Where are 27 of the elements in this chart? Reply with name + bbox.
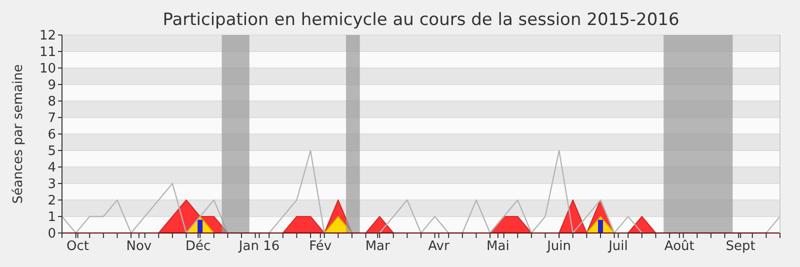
x-tick-label: Juin — [546, 239, 572, 254]
x-tick-label: Juil — [608, 239, 628, 254]
y-tick-label: 7 — [48, 111, 56, 126]
y-tick-label: 4 — [48, 160, 56, 176]
x-tick-label: Mar — [365, 239, 391, 254]
x-tick-label: Mai — [486, 239, 510, 254]
y-tick-label: 12 — [39, 28, 56, 44]
y-tick-label: 11 — [39, 45, 56, 60]
x-tick-label: Avr — [428, 239, 450, 254]
x-tick-label: Déc — [186, 239, 211, 254]
y-axis-title: Séances par semaine — [11, 64, 26, 204]
y-tick-label: 9 — [48, 78, 56, 94]
y-tick-label: 3 — [48, 177, 56, 192]
y-tick-label: 0 — [48, 226, 56, 242]
x-tick-label: Sept — [726, 239, 756, 254]
y-tick-label: 8 — [48, 94, 56, 110]
y-tick-label: 5 — [48, 144, 56, 160]
chart-title: Participation en hemicycle au cours de la session 2015-2016 — [162, 10, 680, 30]
x-tick-label: Août — [664, 239, 694, 254]
x-tick-label: Oct — [66, 239, 90, 254]
x-tick-label: Jan 16 — [238, 239, 280, 254]
x-tick-label: Nov — [126, 239, 152, 254]
y-tick-label: 10 — [39, 62, 56, 77]
x-tick-label: Fév — [309, 239, 332, 254]
y-tick-label: 2 — [48, 194, 56, 209]
y-tick-label: 1 — [48, 210, 56, 226]
y-tick-label: 6 — [48, 128, 56, 143]
